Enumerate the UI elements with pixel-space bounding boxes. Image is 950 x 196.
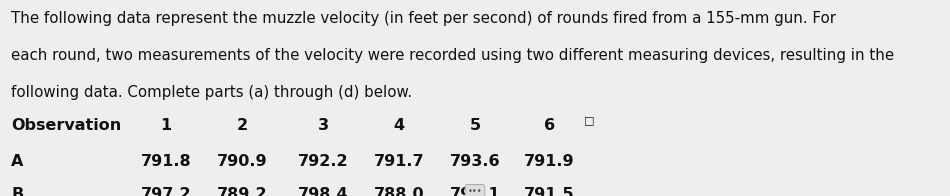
- Text: 791.8: 791.8: [141, 154, 192, 169]
- Text: 798.4: 798.4: [297, 187, 349, 196]
- Text: 4: 4: [393, 118, 405, 133]
- Text: 791.7: 791.7: [373, 154, 425, 169]
- Text: 790.9: 790.9: [217, 154, 268, 169]
- Text: A: A: [11, 154, 24, 169]
- Text: The following data represent the muzzle velocity (in feet per second) of rounds : The following data represent the muzzle …: [11, 11, 836, 26]
- Text: 792.2: 792.2: [297, 154, 349, 169]
- Text: 791.9: 791.9: [523, 154, 575, 169]
- Text: 2: 2: [237, 118, 248, 133]
- Text: 793.6: 793.6: [449, 154, 501, 169]
- Text: 6: 6: [543, 118, 555, 133]
- Text: 797.2: 797.2: [141, 187, 192, 196]
- Text: 5: 5: [469, 118, 481, 133]
- Text: 3: 3: [317, 118, 329, 133]
- Text: □: □: [584, 116, 595, 126]
- Text: •••: •••: [467, 187, 483, 196]
- Text: 788.0: 788.0: [373, 187, 425, 196]
- Text: each round, two measurements of the velocity were recorded using two different m: each round, two measurements of the velo…: [11, 48, 895, 63]
- Text: Observation: Observation: [11, 118, 122, 133]
- Text: B: B: [11, 187, 24, 196]
- Text: 789.2: 789.2: [217, 187, 268, 196]
- Text: following data. Complete parts (a) through (d) below.: following data. Complete parts (a) throu…: [11, 85, 412, 100]
- Text: 791.5: 791.5: [523, 187, 575, 196]
- Text: 794.1: 794.1: [449, 187, 501, 196]
- Text: 1: 1: [161, 118, 172, 133]
